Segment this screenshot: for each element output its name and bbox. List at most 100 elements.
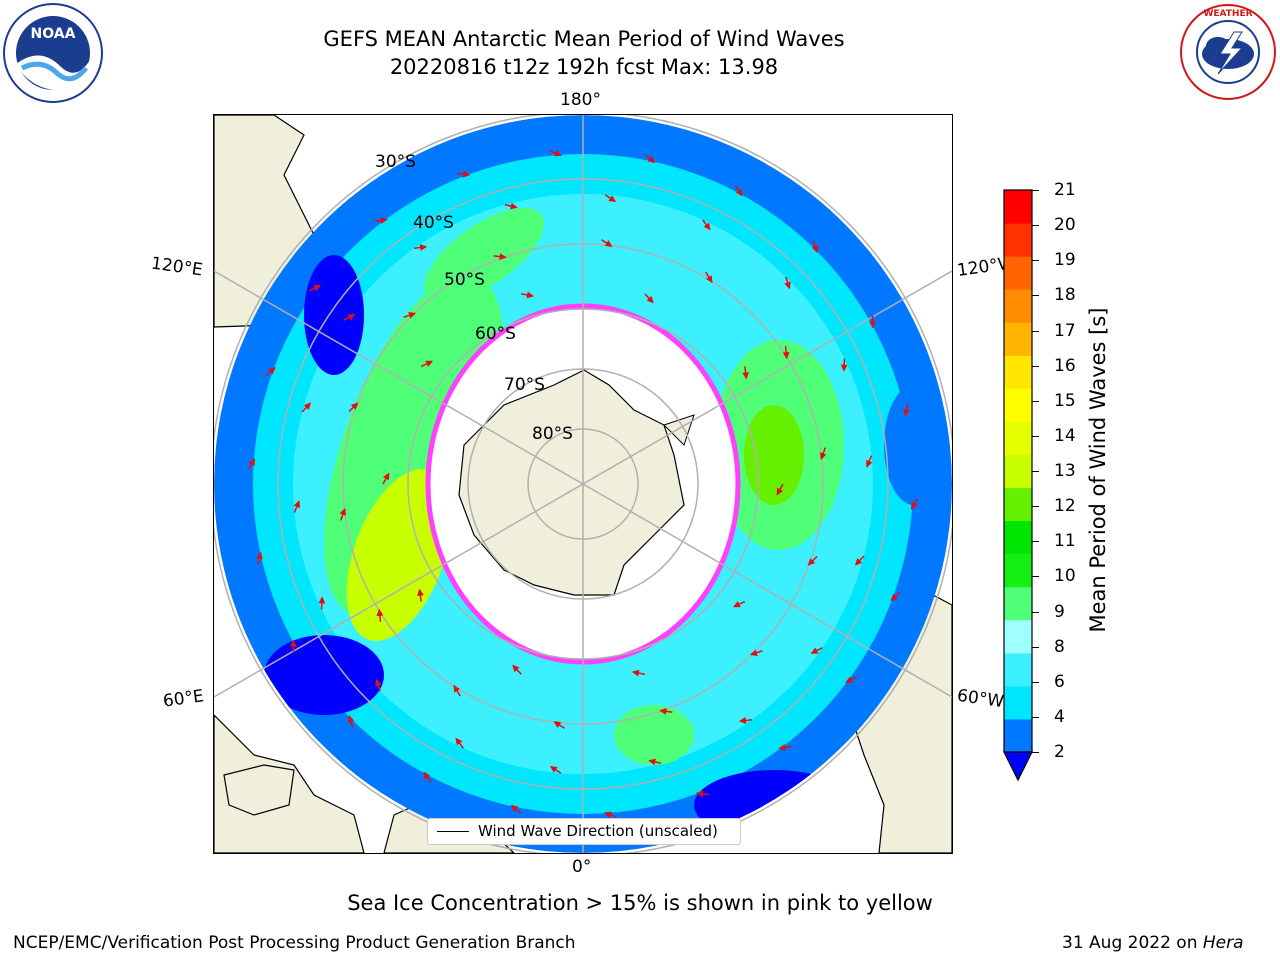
colorbar-band (1004, 652, 1032, 687)
lat-label-40s: 40°S (413, 213, 454, 233)
wave-direction-arrowhead (648, 758, 656, 766)
colorbar-band (1004, 190, 1032, 224)
lat-label-60s: 60°S (475, 324, 516, 344)
colorbar-tick-label: 2 (1054, 742, 1065, 762)
wave-direction-arrowhead (256, 551, 263, 560)
colorbar-band (1004, 553, 1032, 588)
wave-direction-arrowhead (782, 351, 790, 360)
wave-direction-arrowhead (499, 253, 507, 261)
colorbar-tick-label: 13 (1054, 461, 1076, 481)
wave-direction-arrowhead (732, 601, 741, 608)
wave-direction-arrowhead (510, 804, 519, 812)
wave-direction-arrowhead (350, 402, 359, 410)
wave-direction-arrowhead (510, 202, 518, 210)
colorbar-tick-mark (1032, 225, 1039, 227)
chart-title: GEFS MEAN Antarctic Mean Period of Wind … (323, 27, 845, 51)
wave-direction-arrowhead (408, 312, 417, 319)
colorbar-tick-mark (1032, 541, 1039, 543)
noaa-logo-icon: NOAA (3, 3, 103, 103)
wave-direction-arrowhead (810, 647, 819, 654)
lon-label-60w: 60°W (955, 685, 1006, 713)
colorbar-band (1004, 718, 1032, 753)
colorbar-tick-label: 18 (1054, 285, 1076, 306)
wave-direction-arrowhead (382, 472, 390, 481)
colorbar-band (1004, 586, 1032, 621)
footer-date-text: 31 Aug 2022 on (1062, 933, 1203, 953)
wave-direction-arrowhead (854, 558, 863, 566)
colorbar-band (1004, 256, 1032, 290)
nws-logo-icon: WEATHER (1180, 4, 1276, 100)
lat-label-80s: 80°S (532, 424, 573, 444)
sea-ice-note: Sea Ice Concentration > 15% is shown in … (347, 891, 933, 915)
wave-direction-arrowhead (453, 684, 461, 693)
wave-direction-arrowhead (318, 596, 326, 604)
footer-date: 31 Aug 2022 on Hera (1062, 933, 1244, 953)
colorbar-tick-mark (1032, 295, 1039, 297)
wave-direction-arrowhead (268, 366, 276, 375)
wave-direction-arrowhead (425, 360, 434, 367)
colorbar-tick-label: 15 (1054, 390, 1076, 411)
wave-direction-arrowhead (553, 149, 562, 157)
colorbar-band (1004, 487, 1032, 522)
noaa-logo-text: NOAA (31, 26, 76, 42)
wave-direction-arrowhead (749, 649, 758, 656)
wave-direction-arrowhead (778, 744, 786, 751)
colorbar-tick-mark (1032, 716, 1039, 718)
lon-label-180: 180° (560, 90, 601, 110)
colorbar-tick-mark (1032, 611, 1039, 613)
wave-direction-arrowhead (512, 664, 520, 673)
wave-direction-arrowhead (844, 676, 853, 683)
polar-map (213, 114, 953, 854)
wave-direction-arrowhead (376, 608, 384, 617)
wave-direction-arrowhead (646, 295, 654, 304)
colorbar-tick-label: 9 (1054, 601, 1065, 622)
wave-direction-arrowhead (417, 588, 424, 596)
footer-host: Hera (1202, 933, 1244, 953)
wave-direction-arrowhead (735, 188, 743, 197)
colorbar-extend-arrow (1003, 751, 1033, 782)
wave-direction-arrowhead (419, 244, 428, 251)
wave-direction-arrowhead (462, 170, 471, 178)
wave-direction-arrowhead (703, 222, 711, 231)
colorbar-tick-mark (1032, 330, 1039, 332)
wave-direction-arrowhead (631, 669, 640, 677)
colorbar (1003, 189, 1033, 782)
colorbar-tick-label: 6 (1054, 671, 1065, 692)
lat-label-30s: 30°S (375, 152, 416, 172)
colorbar-tick-label: 12 (1054, 496, 1076, 517)
colorbar-tick-mark (1032, 646, 1039, 648)
colorbar-tick-mark (1032, 365, 1039, 367)
wave-direction-arrowhead (705, 275, 713, 284)
colorbar-tick-mark (1032, 471, 1039, 472)
legend-line-swatch (437, 831, 469, 832)
chart-subtitle-run-info: 20220816 t12z 192h fcst Max: 13.98 (389, 55, 779, 79)
colorbar-tick-label: 20 (1054, 215, 1076, 236)
colorbar-tick-label: 16 (1054, 355, 1076, 376)
wave-direction-arrowhead (819, 452, 827, 461)
wave-direction-arrowhead (339, 507, 347, 516)
wave-direction-arrowhead (293, 500, 300, 509)
wave-direction-arrowhead (742, 372, 749, 380)
colorbar-band (1004, 355, 1032, 389)
colorbar-band (1004, 289, 1032, 323)
lon-label-60e: 60°E (161, 686, 206, 712)
map-legend: Wind Wave Direction (unscaled) (427, 818, 741, 845)
wave-direction-arrowhead (784, 281, 791, 290)
wave-direction-arrowhead (866, 459, 873, 468)
wave-direction-arrowhead (423, 771, 431, 780)
lon-label-120e: 120°E (149, 253, 204, 281)
colorbar-band (1004, 454, 1032, 489)
wave-direction-arrowhead (869, 321, 876, 329)
colorbar-band (1004, 388, 1032, 422)
lat-label-70s: 70°S (504, 375, 545, 395)
wave-direction-arrowhead (903, 408, 910, 417)
colorbar-tick-mark (1032, 506, 1039, 508)
colorbar-tick-label: 21 (1054, 180, 1076, 200)
lat-label-50s: 50°S (444, 270, 485, 290)
colorbar-tick-label: 8 (1054, 636, 1065, 657)
wave-direction-arrowhead (776, 487, 784, 496)
colorbar-tick-mark (1032, 681, 1039, 683)
colorbar-band (1004, 520, 1032, 555)
wave-direction-arrowhead (455, 737, 463, 746)
wave-direction-arrowhead (549, 765, 558, 773)
